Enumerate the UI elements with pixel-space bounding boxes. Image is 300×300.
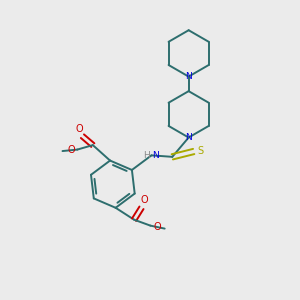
Text: N: N <box>152 151 158 160</box>
Text: H: H <box>143 151 149 160</box>
Text: O: O <box>76 124 83 134</box>
Text: N: N <box>185 72 192 81</box>
Text: O: O <box>153 222 161 232</box>
Text: O: O <box>140 195 148 206</box>
Text: O: O <box>67 145 75 155</box>
Text: S: S <box>197 146 203 157</box>
Text: N: N <box>185 133 192 142</box>
